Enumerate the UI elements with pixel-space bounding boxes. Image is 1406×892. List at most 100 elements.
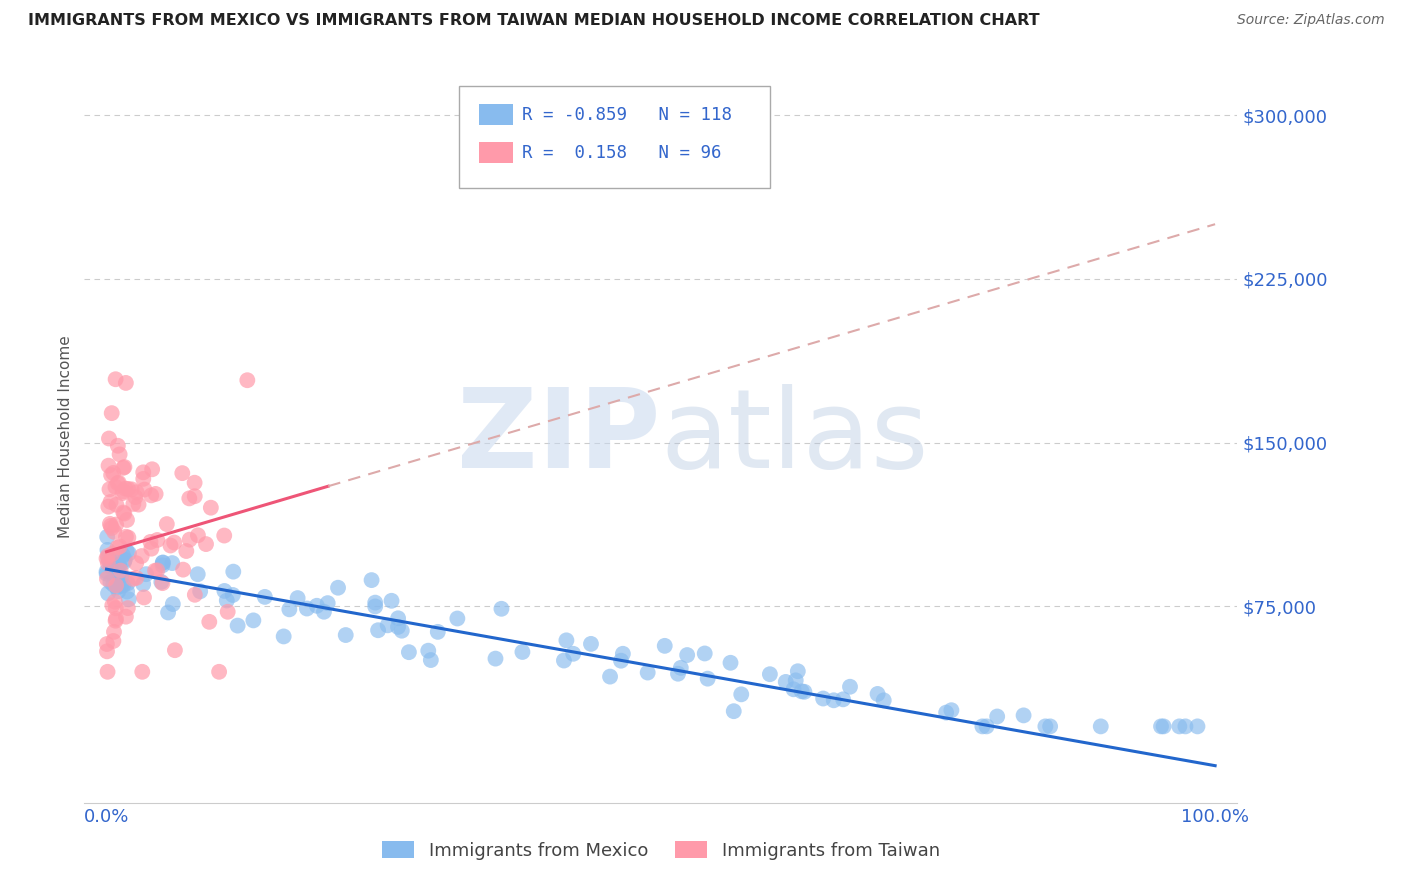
Point (103, 624, 125, 639)
Point (562, 647, 585, 661)
Point (387, 620, 409, 634)
Point (98, 554, 121, 568)
Point (217, 605, 239, 619)
Point (873, 693, 896, 707)
Point (107, 541, 129, 555)
Point (97, 500, 120, 514)
Point (112, 506, 135, 520)
Point (100, 558, 122, 573)
Point (101, 547, 124, 561)
Point (1153, 719, 1175, 733)
Point (96, 551, 118, 566)
Point (105, 581, 128, 595)
Point (484, 651, 506, 665)
Point (105, 578, 128, 592)
Text: ZIP: ZIP (457, 384, 661, 491)
Point (222, 565, 245, 579)
FancyBboxPatch shape (460, 86, 770, 188)
Point (364, 596, 387, 610)
Point (184, 588, 207, 602)
Y-axis label: Median Household Income: Median Household Income (58, 335, 73, 539)
Point (839, 680, 862, 694)
Point (188, 584, 211, 599)
Point (104, 614, 127, 628)
Point (135, 567, 157, 582)
Point (150, 574, 173, 589)
Point (96, 530, 118, 544)
Point (941, 703, 963, 717)
Point (114, 482, 136, 496)
Point (160, 556, 183, 570)
Point (156, 517, 179, 532)
Point (132, 466, 155, 480)
Point (108, 559, 131, 574)
Point (326, 581, 349, 595)
Point (100, 468, 122, 483)
Point (107, 439, 129, 453)
Point (118, 592, 141, 607)
Point (183, 475, 205, 490)
Point (176, 544, 198, 558)
Point (110, 564, 132, 578)
Point (157, 606, 180, 620)
Point (360, 573, 382, 587)
Point (935, 706, 957, 720)
Point (125, 556, 148, 570)
Point (823, 693, 845, 707)
Point (122, 497, 145, 511)
Point (108, 558, 131, 572)
Point (104, 480, 127, 494)
Point (104, 594, 127, 608)
Point (312, 605, 335, 619)
Point (97, 458, 120, 473)
Point (693, 647, 716, 661)
Point (111, 486, 134, 500)
Point (1090, 719, 1112, 733)
Point (146, 563, 169, 577)
Point (117, 531, 139, 545)
Point (143, 564, 166, 578)
Point (114, 552, 136, 566)
Point (115, 544, 138, 558)
Text: IMMIGRANTS FROM MEXICO VS IMMIGRANTS FROM TAIWAN MEDIAN HOUSEHOLD INCOME CORRELA: IMMIGRANTS FROM MEXICO VS IMMIGRANTS FRO… (28, 13, 1040, 29)
Point (98, 516, 121, 531)
Point (1168, 719, 1191, 733)
Point (112, 507, 135, 521)
Point (103, 524, 125, 539)
Point (141, 462, 163, 476)
Point (96, 565, 118, 579)
Point (278, 602, 301, 616)
Point (418, 643, 440, 657)
Point (107, 475, 129, 490)
Point (212, 528, 235, 542)
Point (118, 546, 141, 560)
Point (152, 576, 174, 591)
Point (612, 647, 634, 661)
Point (380, 594, 402, 608)
Point (335, 628, 357, 642)
Point (1035, 719, 1057, 733)
Point (96, 566, 118, 581)
Point (103, 466, 125, 480)
Text: Source: ZipAtlas.com: Source: ZipAtlas.com (1237, 13, 1385, 28)
Point (103, 634, 125, 648)
Point (115, 609, 138, 624)
Point (139, 535, 162, 549)
Point (141, 488, 163, 502)
Point (387, 611, 409, 625)
Point (236, 373, 259, 387)
Point (183, 489, 205, 503)
Point (446, 611, 468, 625)
Point (98, 432, 121, 446)
Point (105, 517, 128, 532)
Bar (478, 143, 513, 163)
Point (100, 406, 122, 420)
Point (986, 709, 1008, 723)
Point (187, 567, 209, 582)
Bar (478, 104, 513, 125)
Point (273, 629, 295, 643)
Point (163, 643, 186, 657)
Point (100, 495, 122, 509)
Point (179, 533, 201, 547)
Point (491, 601, 513, 615)
